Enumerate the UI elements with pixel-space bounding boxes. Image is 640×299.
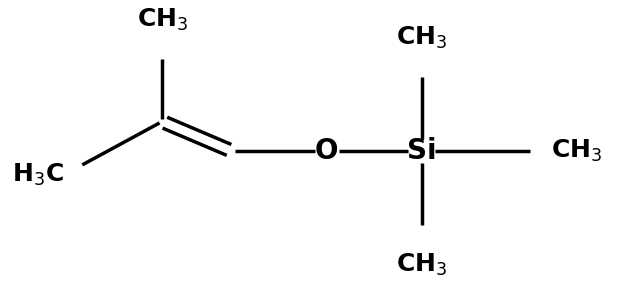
- Text: CH$_3$: CH$_3$: [396, 24, 447, 51]
- Text: O: O: [315, 137, 339, 165]
- Text: H$_3$C: H$_3$C: [12, 162, 64, 188]
- Text: CH$_3$: CH$_3$: [136, 7, 188, 33]
- Text: Si: Si: [407, 137, 436, 165]
- Text: CH$_3$: CH$_3$: [396, 252, 447, 278]
- Text: CH$_3$: CH$_3$: [552, 138, 603, 164]
